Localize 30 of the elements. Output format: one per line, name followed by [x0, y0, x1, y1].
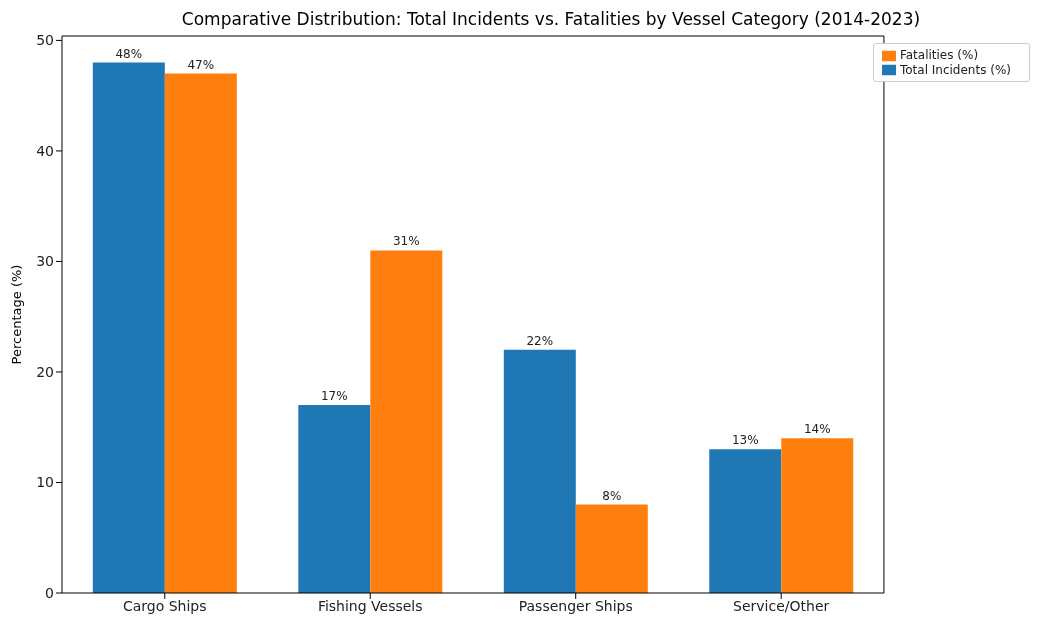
bar: [298, 405, 371, 593]
data-label: 17%: [320, 389, 348, 404]
data-label: 48%: [115, 46, 143, 61]
y-tick-label: 10: [36, 474, 54, 491]
data-label: 47%: [187, 57, 215, 72]
y-tick-label: 40: [36, 142, 54, 159]
x-tick-label: Cargo Ships: [122, 597, 207, 614]
bar: [503, 349, 576, 593]
y-tick-label: 0: [45, 584, 54, 601]
bar: [709, 449, 782, 593]
bar: [92, 62, 165, 593]
y-tick-label: 50: [36, 32, 54, 49]
data-label: 14%: [803, 422, 831, 437]
x-tick-label: Fishing Vessels: [317, 597, 423, 614]
x-tick-label: Service/Other: [733, 597, 830, 614]
data-label: 13%: [731, 433, 759, 448]
legend-label: Total Incidents (%): [899, 62, 1011, 77]
chart-title: Comparative Distribution: Total Incidents vs. Fatalities by Vessel Category (2014-2023): [181, 9, 921, 29]
bar: [575, 504, 648, 593]
x-tick-label: Passenger Ships: [518, 597, 633, 614]
data-label: 8%: [602, 488, 622, 503]
data-label: 31%: [392, 234, 420, 249]
bar: [781, 438, 854, 593]
bar: [164, 73, 237, 593]
y-tick-label: 20: [36, 363, 54, 380]
bar: [370, 250, 443, 593]
data-label: 22%: [526, 333, 554, 348]
legend-label: Fatalities (%): [899, 48, 979, 62]
y-tick-label: 30: [36, 253, 54, 270]
y-axis-title: Percentage (%): [8, 264, 24, 365]
